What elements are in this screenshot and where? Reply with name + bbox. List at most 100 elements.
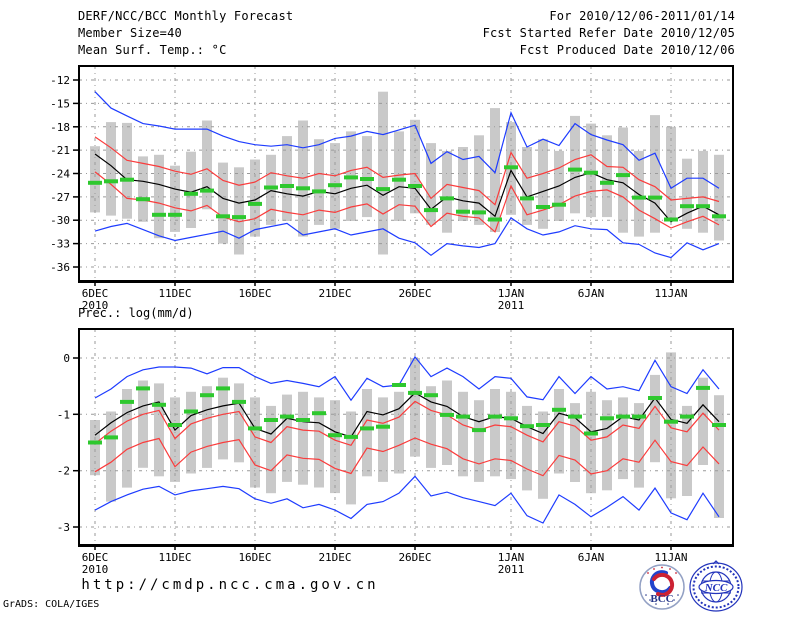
y-tick-label: -2 — [57, 465, 70, 478]
spread-bar — [698, 377, 708, 465]
spread-bar — [218, 162, 228, 244]
page-title: DERF/NCC/BCC Monthly Forecast — [78, 9, 294, 23]
spread-bar — [202, 120, 212, 210]
spread-bar — [138, 380, 148, 468]
spread-bar — [442, 150, 452, 233]
x-tick-label: 6JAN — [578, 287, 605, 300]
x-tick-label: 21DEC — [318, 287, 351, 300]
spread-bar — [362, 136, 372, 218]
spread-bar — [698, 150, 708, 233]
y-tick-label: -3 — [57, 521, 70, 534]
x-tick-label: 1JAN — [498, 551, 525, 564]
spread-bar — [554, 389, 564, 474]
spread-bar — [282, 136, 292, 221]
spread-bar — [506, 391, 516, 480]
spread-bar — [586, 123, 596, 218]
spread-bar — [234, 383, 244, 463]
series-ensemble-mean — [94, 153, 720, 223]
spread-bar — [346, 411, 356, 505]
spread-bar — [426, 143, 436, 225]
bcc-logo-label: BCC — [650, 593, 673, 605]
refer-date-label: Fcst Started Refer Date 2010/12/05 — [482, 26, 735, 40]
spread-bar — [410, 119, 420, 214]
x-tick-label: 11DEC — [158, 287, 191, 300]
spread-bar — [218, 377, 228, 460]
spread-bar — [682, 158, 692, 229]
spread-bar — [650, 374, 660, 463]
x-tick-label: 16DEC — [238, 287, 271, 300]
x-tick-label: 11DEC — [158, 551, 191, 564]
series-observation — [88, 383, 726, 445]
ncc-banner — [698, 579, 734, 595]
ncc-logo-label: NCC — [704, 582, 728, 594]
x-tick-year: 2010 — [82, 563, 109, 576]
spread-bar — [122, 122, 132, 219]
bcc-swirl-blue — [649, 570, 672, 595]
spread-bar — [122, 389, 132, 488]
spread-bar — [618, 397, 628, 480]
spread-bar — [634, 403, 644, 488]
y-tick-label: -27 — [50, 191, 70, 204]
spread-bar — [474, 400, 484, 482]
forecast-range-label: For 2010/12/06-2011/01/14 — [549, 9, 735, 23]
spread-bar — [410, 358, 420, 457]
produced-date-label: Fcst Produced Date 2010/12/06 — [519, 43, 735, 57]
x-tick-label: 26DEC — [398, 287, 431, 300]
spread-bar — [202, 386, 212, 468]
x-tick-label: 21DEC — [318, 551, 351, 564]
prec-chart-title: Prec.: log(mm/d) — [78, 306, 194, 320]
series-ensemble-min — [94, 217, 720, 259]
bcc-ring-marks — [647, 566, 677, 574]
spread-bar — [442, 380, 452, 465]
x-tick-label: 6JAN — [578, 551, 605, 564]
spread-bar — [538, 139, 548, 229]
x-tick-label: 6DEC — [82, 551, 109, 564]
spread-bar — [154, 383, 164, 477]
bcc-ring-marks-lower — [645, 594, 679, 605]
spread-bar — [378, 397, 388, 482]
x-tick-year: 2011 — [498, 299, 525, 312]
spread-bar — [266, 405, 276, 494]
grads-credit: GrADS: COLA/IGES — [3, 599, 100, 610]
spread-bar — [106, 411, 116, 502]
series-ensemble-max — [94, 91, 720, 190]
series-lower-spread — [94, 171, 720, 233]
y-tick-label: -36 — [50, 261, 70, 274]
spread-bar — [490, 108, 500, 232]
spread-bar — [714, 395, 724, 518]
spread-bar — [90, 146, 100, 213]
spread-bar — [618, 127, 628, 233]
series-upper-spread — [94, 400, 720, 447]
source-url: http://cmdp.ncc.cma.gov.cn — [81, 577, 379, 593]
spread-bar — [666, 126, 676, 221]
x-tick-label: 1JAN — [498, 287, 525, 300]
series-lower-spread — [94, 437, 720, 477]
spread-bar — [474, 135, 484, 225]
series-observation — [88, 165, 726, 222]
series-ensemble-max — [94, 355, 720, 402]
y-tick-label: -18 — [50, 121, 70, 134]
ncc-crown-mark — [712, 560, 720, 565]
series-ensemble-min — [94, 475, 720, 524]
spread-bar — [522, 405, 532, 491]
spread-bar — [714, 154, 724, 241]
spread-bar — [458, 391, 468, 477]
spread-bar — [282, 394, 292, 482]
spread-bar — [138, 156, 148, 222]
spread-bar — [234, 167, 244, 255]
spread-bar — [426, 386, 436, 468]
spread-bar — [90, 420, 100, 476]
ncc-logo: NCC — [687, 558, 745, 618]
bcc-logo-circle — [639, 564, 685, 610]
series-ensemble-mean — [94, 392, 720, 438]
spread-bar — [570, 403, 580, 482]
spread-bar — [570, 115, 580, 214]
x-tick-label: 26DEC — [398, 551, 431, 564]
spread-bar — [186, 391, 196, 474]
x-tick-label: 11JAN — [654, 287, 687, 300]
y-tick-label: 0 — [63, 352, 70, 365]
